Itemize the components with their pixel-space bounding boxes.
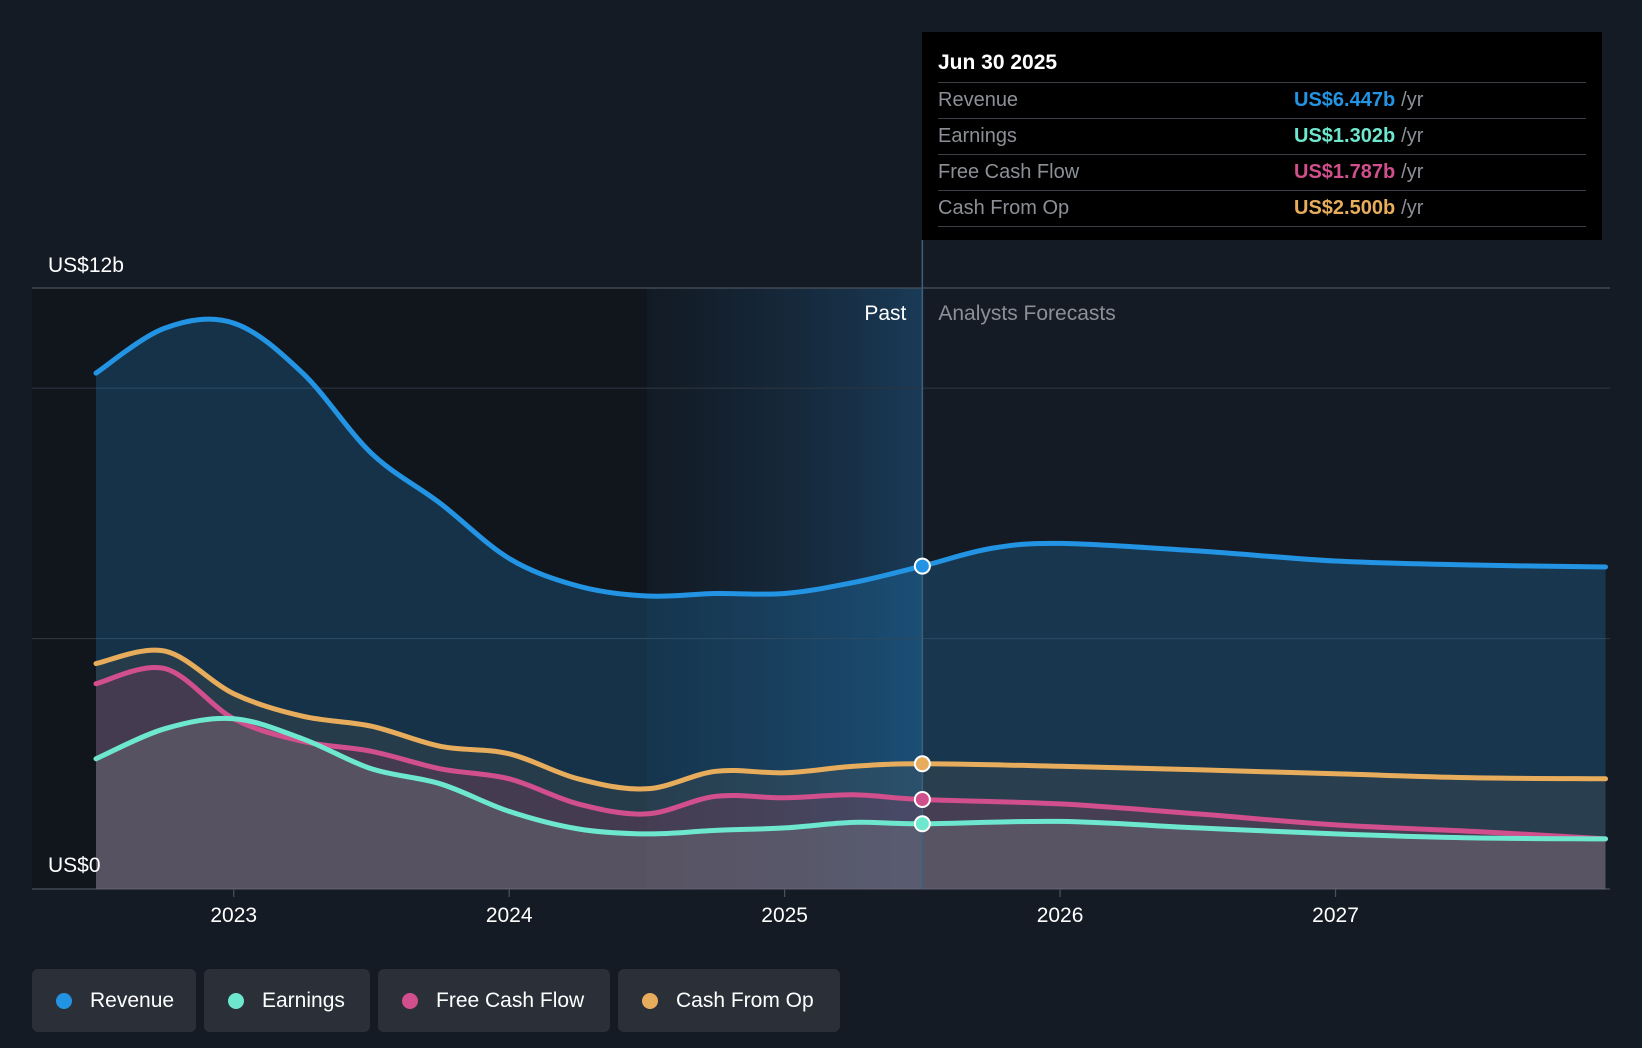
tooltip-label: Cash From Op [938,197,1070,219]
tooltip-value: US$6.447b [1294,89,1396,111]
marker-revenue [913,557,931,575]
legend-dot-icon [402,992,418,1009]
legend-dot-icon [228,992,244,1009]
legend-label: Cash From Op [676,988,814,1012]
marker-earnings [913,815,931,833]
y-axis-max-label: US$12b [48,254,124,277]
x-tick-label: 2026 [1037,904,1084,927]
tooltip-label: Free Cash Flow [938,161,1080,183]
past-label: Past [864,302,906,325]
line-earnings [93,715,1608,842]
legend-label: Revenue [90,988,175,1012]
tooltip-unit: /yr [1401,89,1424,111]
y-axis-min-label: US$0 [48,854,101,877]
tooltip-row-free-cash-flow: Free Cash Flow US$1.787b /yr [938,155,1586,191]
line-cash-from-op [93,647,1608,792]
forecast-label: Analysts Forecasts [938,302,1115,325]
marker-cash-from-op [913,755,931,773]
x-tick-label: 2023 [210,904,257,927]
tooltip-label: Earnings [938,125,1017,147]
tooltip-value: US$1.302b [1294,125,1396,147]
tooltip-row-earnings: Earnings US$1.302b /yr [938,119,1586,155]
legend-item-free-cash-flow[interactable]: Free Cash Flow [378,969,610,1032]
tooltip-row-cash-from-op: Cash From Op US$2.500b /yr [938,191,1586,227]
tooltip-unit: /yr [1401,161,1424,183]
legend-dot-icon [56,992,72,1009]
x-tick-label: 2024 [486,904,533,927]
x-tick-label: 2027 [1312,904,1359,927]
tooltip-label: Revenue [938,89,1019,111]
tooltip: Jun 30 2025 Revenue US$6.447b /yr Earnin… [922,32,1602,240]
legend-item-earnings[interactable]: Earnings [204,969,370,1032]
tooltip-value: US$1.787b [1294,161,1396,183]
legend-label: Earnings [262,988,345,1012]
legend-label: Free Cash Flow [436,988,585,1012]
legend-item-cash-from-op[interactable]: Cash From Op [618,969,840,1032]
tooltip-unit: /yr [1401,197,1424,219]
marker-free-cash-flow [913,791,931,809]
line-revenue [93,316,1608,599]
tooltip-unit: /yr [1401,125,1424,147]
area-free-cash-flow [96,667,1606,889]
tooltip-value: US$2.500b [1294,197,1396,219]
tooltip-row-revenue: Revenue US$6.447b /yr [938,83,1586,119]
legend-dot-icon [642,992,658,1009]
x-tick-label: 2025 [761,904,808,927]
area-earnings [96,718,1606,889]
area-revenue [96,319,1606,889]
tooltip-date: Jun 30 2025 [938,46,1586,83]
legend-item-revenue[interactable]: Revenue [32,969,196,1032]
